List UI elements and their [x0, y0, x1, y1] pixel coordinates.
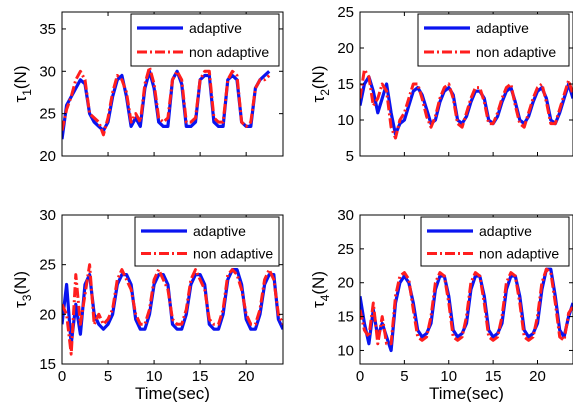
x-axis-label: Time(sec)	[135, 384, 210, 402]
legend-box	[134, 216, 280, 267]
x-tick-label: 20	[238, 368, 255, 385]
series-line-non-adaptive	[62, 65, 271, 137]
series-line-adaptive	[62, 268, 283, 346]
y-tick-label: 30	[337, 207, 354, 224]
legend: adaptive non adaptive	[420, 216, 570, 267]
legend: adaptive non adaptive	[130, 13, 280, 67]
y-tick-label: 5	[346, 148, 354, 165]
y-axis-label: τ3(N)	[11, 271, 34, 308]
subplot-2: 5 10 15 20 25 τ2(N) adaptive non adaptive	[309, 4, 573, 165]
legend-label: adaptive	[479, 223, 532, 239]
legend-box	[420, 216, 570, 267]
legend-label: adaptive	[189, 20, 242, 36]
legend: adaptive non adaptive	[417, 13, 570, 67]
y-tick-label: 30	[39, 207, 56, 224]
legend-label: adaptive	[193, 223, 246, 239]
x-tick-label: 5	[104, 368, 112, 385]
x-tick-label: 15	[192, 368, 209, 385]
y-tick-label: 20	[39, 148, 56, 165]
legend-label: non adaptive	[193, 246, 273, 262]
series-line-non-adaptive	[360, 68, 573, 140]
x-tick-label: 5	[400, 368, 408, 385]
series-line-non-adaptive	[62, 263, 283, 356]
y-tick-label: 15	[337, 76, 354, 93]
legend: adaptive non adaptive	[134, 216, 280, 267]
x-tick-label: 15	[485, 368, 502, 385]
y-tick-label: 25	[39, 257, 56, 274]
legend-label: adaptive	[476, 20, 529, 36]
series-line-non-adaptive	[360, 267, 573, 346]
y-tick-label: 20	[337, 40, 354, 57]
legend-label: non adaptive	[479, 246, 559, 262]
y-tick-label: 10	[337, 112, 354, 129]
y-tick-label: 30	[39, 63, 56, 80]
y-tick-label: 20	[39, 306, 56, 323]
axes-box	[61, 11, 284, 157]
y-tick-label: 25	[337, 241, 354, 258]
legend-box	[417, 13, 570, 67]
y-tick-label: 25	[337, 4, 354, 21]
subplot-1: 20 25 30 35 τ1(N) adaptive non adaptive	[11, 11, 284, 165]
subplot-3: 0 5 10 15 20 15 20 25 30 τ3(N) Time(sec) adaptive no…	[11, 207, 284, 402]
x-tick-label: 10	[146, 368, 163, 385]
y-tick-label: 15	[337, 309, 354, 326]
y-axis-label: τ2(N)	[309, 65, 332, 102]
x-tick-label: 0	[58, 368, 66, 385]
legend-label: non adaptive	[476, 44, 556, 60]
legend-label: non adaptive	[189, 44, 269, 60]
y-tick-label: 25	[39, 106, 56, 123]
y-axis-label: τ4(N)	[309, 271, 332, 308]
legend-box	[130, 13, 280, 67]
y-axis-label: τ1(N)	[11, 65, 34, 102]
axes-box	[61, 214, 284, 365]
series-line-adaptive	[62, 69, 271, 140]
y-tick-label: 35	[39, 21, 56, 38]
x-tick-label: 20	[529, 368, 546, 385]
y-tick-label: 20	[337, 275, 354, 292]
x-axis-label: Time(sec)	[429, 384, 504, 402]
axes-box	[359, 214, 573, 365]
y-tick-label: 10	[337, 342, 354, 359]
subplot-4: 0 5 10 15 20 10 15 20 25 30 τ4(N) Time(sec) adaptive…	[309, 207, 573, 402]
x-tick-label: 0	[356, 368, 364, 385]
y-tick-label: 15	[39, 356, 56, 373]
x-tick-label: 10	[440, 368, 457, 385]
